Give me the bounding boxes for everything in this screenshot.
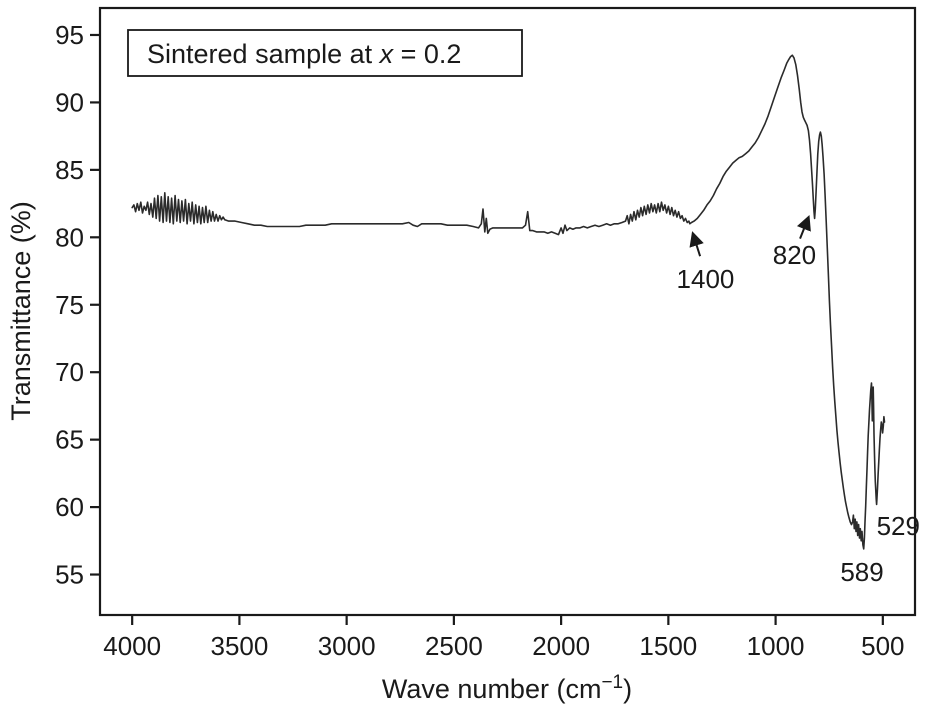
legend-text-part-italic-x: x	[378, 39, 395, 69]
x-axis-title-superscript: −1	[601, 672, 623, 693]
legend-box	[127, 29, 523, 77]
y-tick-label: 80	[55, 222, 84, 252]
y-tick-label: 85	[55, 155, 84, 185]
y-axis-title: Transmittance (%)	[6, 201, 36, 421]
y-tick-label: 90	[55, 87, 84, 117]
annotations: 1400 820 589 529	[677, 214, 920, 587]
y-tick-label: 65	[55, 425, 84, 455]
y-tick-label: 75	[55, 290, 84, 320]
y-tick-label: 70	[55, 357, 84, 387]
x-tick-label: 2500	[425, 631, 483, 661]
spectrum-line	[131, 54, 886, 550]
legend-text-part: Sintered sample at	[147, 39, 380, 69]
y-tick-label: 60	[55, 492, 84, 522]
x-axis-title-part: )	[623, 674, 632, 704]
x-tick-label: 2000	[532, 631, 590, 661]
y-tick-label: 55	[55, 560, 84, 590]
annotation-label-1400: 1400	[677, 264, 735, 294]
legend: Sintered sample at x = 0.2	[127, 29, 523, 77]
x-tick-label: 3500	[210, 631, 268, 661]
spectrum-curve-layer	[131, 54, 886, 550]
plot-border	[98, 6, 917, 617]
x-tick-label: 500	[861, 631, 904, 661]
y-tick-label: 95	[55, 20, 84, 50]
axis-ticks: 4000 3500 3000 2500 2000 1500 1000 500 55 60 65 70 7…	[55, 20, 904, 661]
x-axis-title-part: Wave number (cm	[382, 674, 602, 704]
legend-label: Sintered sample at x = 0.2	[147, 39, 461, 69]
annotation-label-529: 529	[877, 511, 920, 541]
x-tick-label: 4000	[103, 631, 161, 661]
legend-text-part: = 0.2	[393, 39, 461, 69]
annotation-label-589: 589	[840, 557, 883, 587]
x-tick-label: 3000	[318, 631, 376, 661]
x-tick-label: 1000	[747, 631, 805, 661]
x-axis-title: Wave number (cm−1)	[382, 672, 632, 704]
annotation-arrow-820	[796, 214, 811, 240]
annotation-label-820: 820	[773, 240, 816, 270]
x-tick-label: 1500	[639, 631, 697, 661]
annotation-arrow-1400	[689, 231, 704, 257]
